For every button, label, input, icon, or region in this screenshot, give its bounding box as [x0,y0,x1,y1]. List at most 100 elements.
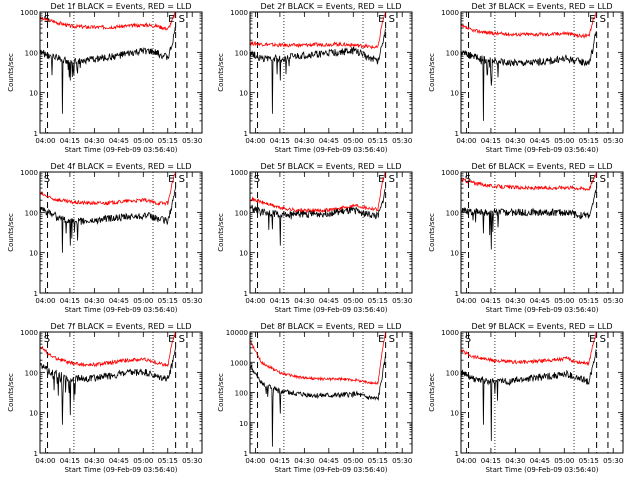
x-tick-label: 04:30 [505,457,525,465]
series-group [461,172,597,250]
y-tick-label: 1000 [20,169,38,177]
x-tick-label: 04:15 [270,297,290,305]
series-group [40,12,176,114]
x-tick-label: 04:45 [319,297,339,305]
x-tick-label: 05:00 [133,297,153,305]
x-tick-label: 04:15 [481,297,501,305]
events-series-line [250,28,386,114]
event-marker-s: S [44,334,50,345]
x-tick-label: 05:15 [579,137,599,145]
x-tick-label: 04:30 [84,137,104,145]
y-axis-label: Counts/sec [428,213,436,252]
y-axis-label: Counts/sec [217,213,225,252]
x-tick-label: 05:30 [182,297,202,305]
x-tick-label: 04:45 [530,457,550,465]
y-tick-label: 100 [25,49,38,57]
event-marker-s: S [389,174,395,185]
events-series-line [250,188,386,246]
x-tick-label: 04:30 [294,457,314,465]
y-tick-label: 1000 [441,169,459,177]
x-tick-label: 05:15 [368,297,388,305]
x-tick-label: 04:00 [245,297,265,305]
x-tick-label: 05:00 [133,137,153,145]
plot-frame [460,171,624,294]
y-axis-label: Counts/sec [428,373,436,412]
event-marker-s: S [600,14,606,25]
event-marker-s: S [44,174,50,185]
event-marker-s: S [44,14,50,25]
y-axis-label: Counts/sec [217,373,225,412]
panel-det-8f: Det 8f BLACK = Events, RED = LLD 1 10 100 10… [217,322,413,474]
panel-title: Det 6f BLACK = Events, RED = LLD [471,162,612,171]
y-axis: 1 10 100 1000 [20,9,202,138]
event-marker-s: S [179,174,185,185]
panel-det-4f: Det 4f BLACK = Events, RED = LLD 1 10 100 10… [7,162,203,314]
y-tick-label: 10 [239,90,248,98]
series-group [250,12,386,114]
series-group [40,172,176,253]
y-tick-label: 1 [244,290,248,298]
x-tick-label: 05:30 [182,137,202,145]
series-group [250,172,386,246]
reference-lines [468,332,609,453]
series-group [40,332,176,425]
x-tick-label: 04:30 [84,297,104,305]
plot-frame [249,171,413,294]
x-tick-label: 05:00 [554,297,574,305]
x-axis: 04:00 04:15 04:30 04:45 05:00 05:15 05:30 [245,332,412,465]
y-tick-label: 1 [455,130,459,138]
events-series-line [461,31,597,121]
lld-series-line [250,332,386,386]
x-tick-label: 05:15 [579,297,599,305]
y-tick-label: 1000 [230,9,248,17]
event-marker-e: E [168,14,174,25]
event-marker-s: S [465,174,471,185]
x-tick-label: 05:15 [368,457,388,465]
lld-series-line [40,12,176,31]
y-axis: 1 10 100 1000 [20,329,202,458]
lld-series-line [250,12,386,50]
event-marker-e: E [378,174,384,185]
reference-lines [47,332,188,453]
x-tick-label: 05:30 [603,457,623,465]
y-tick-label: 10 [450,90,459,98]
x-axis: 04:00 04:15 04:30 04:45 05:00 05:15 05:30 [456,12,623,145]
x-axis-label: Start Time (09-Feb-09 03:56:40) [485,466,598,474]
x-tick-label: 05:30 [603,297,623,305]
x-tick-label: 04:00 [245,457,265,465]
x-axis-label: Start Time (09-Feb-09 03:56:40) [64,306,177,314]
y-tick-label: 1000 [230,169,248,177]
reference-lines [257,172,398,293]
plot-frame [39,171,203,294]
lld-series-line [461,12,597,39]
event-marker-e: E [168,334,174,345]
y-tick-label: 1 [244,130,248,138]
y-tick-label: 100 [235,209,248,217]
y-axis: 1 10 100 1000 [441,169,623,298]
x-tick-label: 04:45 [109,137,129,145]
x-tick-label: 05:30 [392,137,412,145]
y-tick-label: 10 [29,90,38,98]
plot-frame [249,331,413,454]
plot-frame [39,11,203,134]
x-tick-label: 05:00 [554,457,574,465]
x-tick-label: 04:15 [481,137,501,145]
x-tick-label: 04:00 [35,297,55,305]
x-tick-label: 04:45 [109,297,129,305]
x-tick-label: 04:30 [84,457,104,465]
x-tick-label: 05:00 [343,297,363,305]
y-axis: 1 10 100 1000 [230,169,412,298]
series-group [461,332,597,441]
event-marker-s: S [254,174,260,185]
x-axis-label: Start Time (09-Feb-09 03:56:40) [64,466,177,474]
x-tick-label: 05:00 [554,137,574,145]
event-marker-e: E [378,334,384,345]
y-tick-label: 1 [244,450,248,458]
x-tick-label: 04:15 [270,137,290,145]
x-tick-label: 04:00 [456,457,476,465]
x-tick-label: 04:30 [294,297,314,305]
x-tick-label: 05:15 [158,457,178,465]
x-axis-label: Start Time (09-Feb-09 03:56:40) [64,146,177,154]
panel-title: Det 7f BLACK = Events, RED = LLD [50,322,191,331]
x-tick-label: 05:15 [158,137,178,145]
